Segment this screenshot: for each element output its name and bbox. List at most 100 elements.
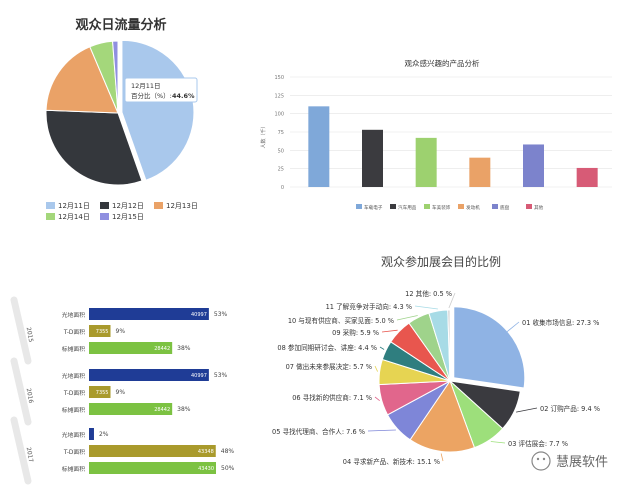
pie1-legend-label[interactable]: 12月13日	[166, 202, 198, 210]
pie1-slice-3[interactable]	[45, 46, 119, 114]
daily-traffic-pie-chart: 观众日流量分析 12月11日 百分比（%）: 44.6% 12月11日 12月12…	[45, 17, 198, 221]
pie1-tooltip-date: 12月11日	[131, 82, 161, 90]
pie1-tooltip-label: 百分比（%）:	[131, 91, 172, 100]
pie2-leader-line	[367, 429, 396, 432]
bar-1[interactable]	[308, 106, 330, 187]
pie1-legend-label[interactable]: 12月14日	[58, 213, 90, 221]
pie1-legend-swatch	[154, 202, 163, 209]
bar-legend-swatch	[526, 204, 532, 209]
bar-legend-label[interactable]: 发动机	[466, 204, 480, 211]
watermark: 慧展软件	[531, 451, 608, 471]
pie2-leader-line	[374, 396, 380, 402]
pie2-leader-line	[414, 305, 438, 310]
pie2-slice-label: 10 与现有供应商、买家见面: 5.0 %	[288, 316, 394, 325]
pie2-leader-line	[374, 365, 378, 372]
bar-legend-label[interactable]: 汽车用品	[398, 204, 417, 211]
pie2-slice-label: 07 做出未来参展决定: 5.7 %	[286, 362, 372, 371]
hbar-bar[interactable]	[89, 445, 216, 457]
pie1-legend-swatch	[100, 213, 109, 220]
hbar-row-label: T-D面积	[63, 328, 85, 336]
pie2-slice-12[interactable]	[447, 309, 451, 382]
hbar-value: 7355	[96, 329, 109, 335]
hbar-value: 28442	[154, 407, 170, 413]
pie2-leader-line	[516, 407, 538, 413]
hbar-pct: 9%	[116, 328, 126, 335]
hbar-value: 43348	[198, 449, 214, 455]
bar-legend-swatch	[458, 204, 464, 209]
hbar-bar[interactable]	[89, 308, 209, 320]
pie2-slice-label: 05 寻找代理商、合作人: 7.6 %	[272, 427, 365, 436]
bar-y-tick: 0	[281, 185, 284, 191]
hbar-bar[interactable]	[89, 462, 216, 474]
hbar-bar[interactable]	[89, 428, 94, 440]
hbar-bar[interactable]	[89, 403, 173, 415]
year-label: 2016	[25, 388, 35, 404]
pie2-leader-line	[381, 329, 398, 333]
hbar-pct: 50%	[221, 465, 235, 472]
bar-2[interactable]	[362, 129, 383, 187]
bar-y-tick: 75	[278, 130, 284, 136]
bar-6[interactable]	[576, 167, 598, 187]
year-ribbon	[10, 357, 32, 426]
pie2-leader-line	[379, 346, 385, 350]
pie2-slice-label: 02 订购产品: 9.4 %	[540, 404, 600, 413]
pie2-leader-line	[490, 441, 506, 444]
pie2-slice-4[interactable]	[409, 379, 476, 453]
bar-legend-swatch	[492, 204, 498, 209]
hbar-bar[interactable]	[89, 386, 111, 398]
bar-4[interactable]	[469, 157, 491, 187]
hbar-bar[interactable]	[89, 342, 173, 354]
bar-legend-swatch	[356, 204, 362, 209]
bar-legend-label[interactable]: 其他	[534, 204, 544, 211]
bar-legend-swatch	[424, 204, 430, 209]
pie2-leader-line	[504, 321, 520, 334]
hbar-bar[interactable]	[89, 369, 209, 381]
pie1-legend-label[interactable]: 12月11日	[58, 202, 90, 210]
bar-legend-swatch	[390, 204, 396, 209]
hbar-row-label: T-D面积	[63, 448, 85, 456]
bar-y-tick: 25	[278, 167, 284, 173]
pie1-title: 观众日流量分析	[75, 17, 166, 33]
hbar-row-label: 标摊面积	[62, 345, 85, 353]
bar-3[interactable]	[415, 137, 437, 187]
year-label: 2017	[25, 447, 35, 463]
bar-legend-label[interactable]: 车美装饰	[432, 204, 451, 211]
year-ribbon	[10, 416, 32, 485]
hbar-value: 28442	[154, 346, 170, 352]
hbar-row-label: 标摊面积	[62, 406, 85, 414]
hbar-row-label: T-D面积	[63, 389, 85, 397]
bar-legend-label[interactable]: 车载电子	[364, 204, 383, 211]
hbar-value: 40997	[191, 312, 207, 318]
pie2-slice-label: 08 参加同期研讨会、讲座: 4.4 %	[277, 343, 377, 352]
pie1-tooltip: 12月11日 百分比（%）: 44.6%	[124, 77, 198, 103]
pie2-slice-label: 01 收集市场信息: 27.3 %	[522, 318, 599, 327]
pie2-title: 观众参加展会目的比例	[381, 254, 501, 269]
pie2-slice-1[interactable]	[453, 306, 526, 389]
bar-y-tick: 125	[274, 93, 284, 99]
product-interest-bar-chart: 观众感兴趣的产品分析 人数（千） 0 25 50 75 100 125 150 车载电子 汽车…	[260, 58, 612, 211]
pie2-slice-label: 12 其他: 0.5 %	[405, 289, 452, 298]
pie2-slice-label: 04 寻求新产品、新技术: 15.1 %	[343, 457, 440, 466]
pie2-slice-label: 03 评估展会: 7.7 %	[508, 439, 568, 448]
pie1-legend-swatch	[46, 213, 55, 220]
hbar-value: 43430	[198, 466, 214, 472]
bar-5[interactable]	[523, 144, 544, 187]
hbar-value: 7355	[96, 390, 109, 396]
hbar-bar[interactable]	[89, 325, 111, 337]
pie1-slice-2[interactable]	[45, 109, 143, 186]
hbar-pct: 9%	[116, 389, 126, 396]
bar-legend-label[interactable]: 底盘	[500, 204, 510, 211]
year-ribbon	[10, 296, 32, 365]
hbar-row-label: 光地面积	[62, 372, 85, 380]
pie1-slice-5[interactable]	[112, 40, 119, 114]
hbar-pct: 48%	[221, 448, 235, 455]
hbar-pct: 38%	[177, 406, 191, 413]
hbar-pct: 53%	[214, 311, 228, 318]
visit-purpose-pie-chart: 观众参加展会目的比例 01 收集市场信息: 27.3 % 02 订购产品: 9.4…	[272, 254, 600, 466]
pie1-legend-swatch	[100, 202, 109, 209]
hbar-pct: 2%	[99, 431, 109, 438]
pie1-legend-label[interactable]: 12月12日	[112, 202, 144, 210]
pie1-legend-label[interactable]: 12月15日	[112, 213, 144, 221]
pie2-leader-line	[440, 453, 444, 462]
